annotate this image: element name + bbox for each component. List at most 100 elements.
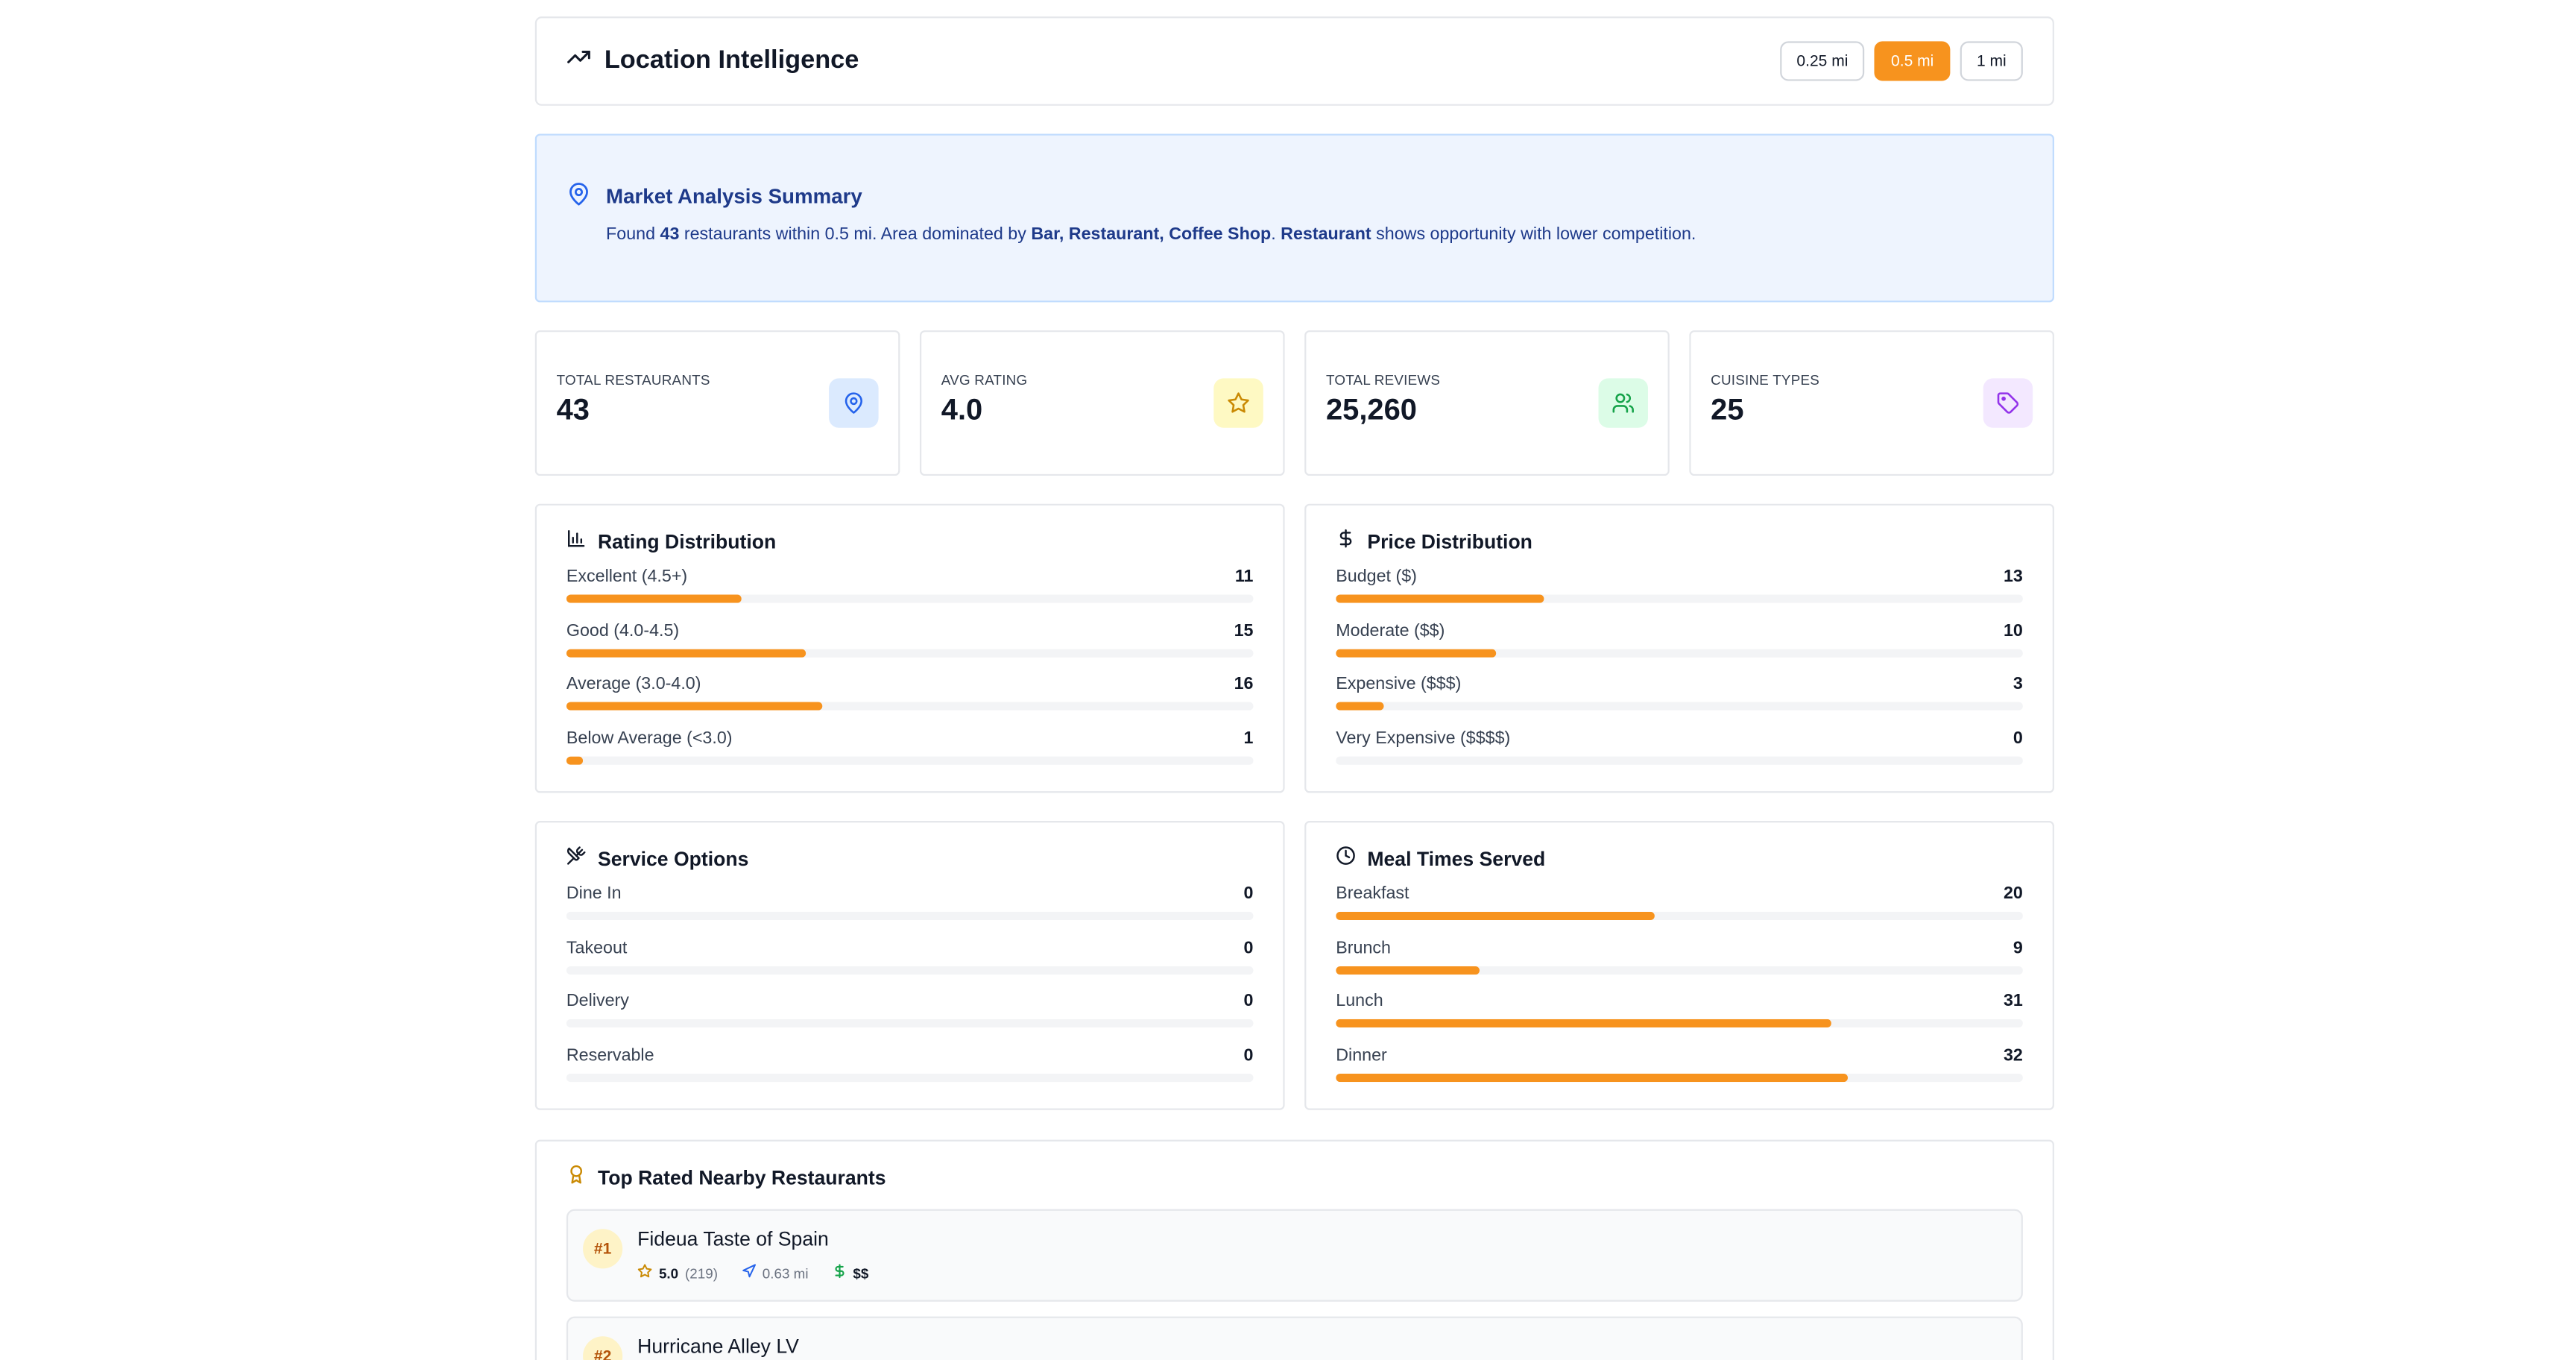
restaurant-rating: 5.0 <box>658 1264 679 1282</box>
stat-card-cuisine-types: CUISINE TYPES 25 <box>1689 330 2054 476</box>
stat-label: TOTAL RESTAURANTS <box>556 371 710 388</box>
progress-track <box>566 755 1254 764</box>
row-count: 0 <box>1243 937 1254 957</box>
distribution-panels: Rating Distribution Excellent (4.5+) 11 Go… <box>534 503 2054 793</box>
map-pin-icon <box>829 378 879 428</box>
progress-fill <box>1336 594 1544 603</box>
row-count: 0 <box>2012 727 2023 748</box>
distribution-row: Budget ($) 13 <box>1336 567 2023 620</box>
service-meal-panels: Service Options Dine In 0 Takeout 0 Delivery… <box>534 821 2054 1110</box>
distribution-row: Brunch 9 <box>1336 937 2023 991</box>
dollar-icon <box>1336 529 1356 553</box>
restaurant-name: Hurricane Alley LV <box>637 1335 799 1359</box>
row-count: 15 <box>1234 620 1254 640</box>
row-count: 0 <box>1243 1045 1254 1065</box>
summary-text: Found 43 restaurants within 0.5 mi. Area… <box>606 224 2023 245</box>
restaurant-distance: 0.63 mi <box>762 1264 809 1282</box>
row-label: Moderate ($$) <box>1336 620 1445 640</box>
page-title-text: Location Intelligence <box>604 46 859 75</box>
progress-track <box>566 911 1254 920</box>
radius-selector: 0.25 mi 0.5 mi 1 mi <box>1780 41 2023 81</box>
summary-title: Market Analysis Summary <box>606 185 862 209</box>
row-label: Brunch <box>1336 937 1391 957</box>
progress-fill <box>1336 648 1496 657</box>
progress-fill <box>1336 1019 1831 1027</box>
stat-cards: TOTAL RESTAURANTS 43 AVG RATING 4.0 TOTA… <box>534 330 2054 476</box>
row-label: Takeout <box>566 937 628 957</box>
restaurant-review-count: (219) <box>685 1264 718 1282</box>
progress-track <box>1336 1019 2023 1027</box>
stat-card-avg-rating: AVG RATING 4.0 <box>919 330 1285 476</box>
distribution-row: Dinner 32 <box>1336 1045 2023 1098</box>
distribution-row: Lunch 31 <box>1336 991 2023 1045</box>
page-title: Location Intelligence <box>566 45 859 78</box>
summary-text-part: . <box>1271 224 1281 245</box>
progress-track <box>1336 1072 2023 1081</box>
distribution-row: Delivery 0 <box>566 991 1254 1045</box>
row-count: 3 <box>2012 673 2023 694</box>
restaurant-card[interactable]: #1 Fideua Taste of Spain 5.0 (219) 0.63 … <box>566 1209 2023 1302</box>
progress-track <box>566 965 1254 974</box>
top-rated-panel: Top Rated Nearby Restaurants #1 Fideua T… <box>534 1139 2054 1360</box>
row-label: Budget ($) <box>1336 566 1417 587</box>
panel-title: Meal Times Served <box>1367 846 1546 870</box>
stat-label: AVG RATING <box>941 371 1028 388</box>
panel-title: Service Options <box>597 846 749 870</box>
summary-text-part: restaurants within 0.5 mi. Area dominate… <box>679 224 1032 245</box>
summary-text-part: Found <box>606 224 660 245</box>
panel-title: Rating Distribution <box>597 529 777 553</box>
radius-0-25-button[interactable]: 0.25 mi <box>1780 41 1865 81</box>
progress-track <box>1336 594 2023 603</box>
restaurant-card[interactable]: #2 Hurricane Alley LV <box>566 1316 2023 1360</box>
distribution-row: Dine In 0 <box>566 884 1254 937</box>
progress-track <box>1336 911 2023 920</box>
progress-track <box>1336 648 2023 657</box>
price-distribution-panel: Price Distribution Budget ($) 13 Moderate … <box>1304 503 2054 793</box>
distribution-row: Reservable 0 <box>566 1045 1254 1098</box>
bar-chart-icon <box>566 529 587 553</box>
row-count: 16 <box>1234 673 1254 694</box>
restaurant-price: $$ <box>853 1264 869 1282</box>
distribution-row: Average (3.0-4.0) 16 <box>566 674 1254 728</box>
distribution-row: Very Expensive ($$$$) 0 <box>1336 728 2023 781</box>
stat-label: TOTAL REVIEWS <box>1325 371 1441 388</box>
row-label: Good (4.0-4.5) <box>566 620 680 640</box>
progress-fill <box>566 594 742 603</box>
star-icon <box>637 1264 652 1282</box>
row-label: Average (3.0-4.0) <box>566 673 701 694</box>
distribution-row: Moderate ($$) 10 <box>1336 620 2023 674</box>
stat-label: CUISINE TYPES <box>1711 371 1820 388</box>
dollar-icon <box>832 1264 847 1282</box>
row-label: Dine In <box>566 884 622 904</box>
progress-fill <box>566 702 822 711</box>
rank-badge: #1 <box>583 1229 623 1269</box>
summary-opportunity: Restaurant <box>1281 224 1371 245</box>
distribution-row: Below Average (<3.0) 1 <box>566 728 1254 781</box>
row-label: Excellent (4.5+) <box>566 566 688 587</box>
meal-times-panel: Meal Times Served Breakfast 20 Brunch 9 Lunc… <box>1304 821 2054 1110</box>
market-summary-card: Market Analysis Summary Found 43 restaur… <box>534 133 2054 303</box>
stat-value: 25,260 <box>1325 393 1417 426</box>
summary-dominant: Bar, Restaurant, Coffee Shop <box>1031 224 1272 245</box>
row-count: 10 <box>2003 620 2023 640</box>
panel-title: Top Rated Nearby Restaurants <box>597 1165 886 1189</box>
distribution-row: Breakfast 20 <box>1336 884 2023 937</box>
tag-icon <box>1983 378 2033 428</box>
radius-1-button[interactable]: 1 mi <box>1960 41 2023 81</box>
row-count: 32 <box>2003 1045 2023 1065</box>
stat-card-total-restaurants: TOTAL RESTAURANTS 43 <box>534 330 900 476</box>
row-label: Dinner <box>1336 1045 1387 1065</box>
star-icon <box>1213 378 1263 428</box>
progress-track <box>566 648 1254 657</box>
summary-text-part: shows opportunity with lower competition… <box>1371 224 1696 245</box>
distribution-row: Takeout 0 <box>566 937 1254 991</box>
navigation-icon <box>741 1264 756 1282</box>
users-icon <box>1598 378 1648 428</box>
progress-track <box>566 1019 1254 1027</box>
radius-0-5-button[interactable]: 0.5 mi <box>1874 41 1951 81</box>
progress-fill <box>566 648 806 657</box>
utensils-crossed-icon <box>566 846 587 870</box>
award-icon <box>566 1165 587 1189</box>
distribution-row: Good (4.0-4.5) 15 <box>566 620 1254 674</box>
clock-icon <box>1336 846 1356 870</box>
